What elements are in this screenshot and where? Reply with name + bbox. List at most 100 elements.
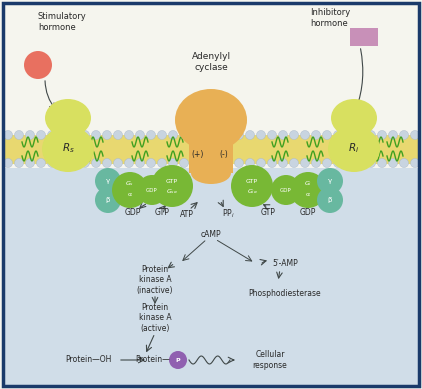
Text: α: α (128, 191, 132, 196)
Circle shape (103, 158, 111, 168)
Text: (-): (-) (219, 149, 228, 158)
Ellipse shape (45, 99, 91, 137)
Circle shape (378, 130, 387, 140)
Circle shape (300, 130, 309, 140)
Circle shape (103, 130, 111, 140)
Text: γ: γ (328, 178, 332, 184)
Circle shape (3, 130, 13, 140)
Circle shape (59, 158, 68, 168)
Text: β: β (328, 197, 332, 203)
Ellipse shape (331, 99, 377, 137)
Circle shape (289, 158, 298, 168)
Text: PP$_i$: PP$_i$ (222, 208, 234, 220)
Circle shape (48, 158, 57, 168)
Circle shape (92, 130, 100, 140)
Circle shape (146, 158, 155, 168)
Circle shape (190, 130, 200, 140)
Text: GTP: GTP (260, 207, 276, 217)
Circle shape (95, 187, 121, 213)
Ellipse shape (328, 126, 380, 172)
Circle shape (179, 130, 189, 140)
Circle shape (179, 158, 189, 168)
Circle shape (366, 130, 376, 140)
Text: P: P (176, 357, 180, 363)
Circle shape (344, 158, 354, 168)
Circle shape (333, 158, 343, 168)
Circle shape (146, 130, 155, 140)
Text: Protein—: Protein— (135, 356, 170, 364)
Text: GTP: GTP (166, 179, 178, 184)
Text: (+): (+) (192, 149, 204, 158)
Circle shape (112, 172, 148, 208)
Circle shape (317, 187, 343, 213)
Text: Cellular
response: Cellular response (253, 350, 287, 370)
Circle shape (279, 158, 287, 168)
Text: Stimulatory
hormone: Stimulatory hormone (38, 12, 87, 32)
Bar (3, 135, 419, 163)
Circle shape (268, 158, 276, 168)
Circle shape (190, 158, 200, 168)
Circle shape (201, 158, 211, 168)
Text: Phosphodiesterase: Phosphodiesterase (249, 289, 321, 298)
Circle shape (344, 130, 354, 140)
Circle shape (70, 158, 78, 168)
Circle shape (322, 130, 332, 140)
Circle shape (135, 130, 144, 140)
Circle shape (411, 130, 419, 140)
Circle shape (268, 130, 276, 140)
Bar (189, 135, 233, 173)
Circle shape (124, 130, 133, 140)
Text: $R_i$: $R_i$ (349, 141, 360, 155)
Circle shape (389, 158, 398, 168)
Circle shape (168, 158, 178, 168)
Ellipse shape (42, 126, 94, 172)
Circle shape (311, 130, 320, 140)
Circle shape (333, 130, 343, 140)
Text: $R_s$: $R_s$ (62, 141, 74, 155)
Text: Protein
kinase A
(active): Protein kinase A (active) (139, 303, 171, 333)
Circle shape (81, 130, 89, 140)
Circle shape (213, 130, 222, 140)
Circle shape (231, 165, 273, 207)
Circle shape (311, 158, 320, 168)
Circle shape (224, 158, 233, 168)
Text: β: β (106, 197, 110, 203)
Circle shape (279, 130, 287, 140)
Text: ATP: ATP (180, 210, 194, 219)
Circle shape (157, 158, 167, 168)
Circle shape (135, 158, 144, 168)
Circle shape (246, 158, 254, 168)
Circle shape (400, 158, 408, 168)
Circle shape (300, 158, 309, 168)
Text: Adenylyl
cyclase: Adenylyl cyclase (192, 52, 230, 72)
Circle shape (389, 130, 398, 140)
Circle shape (355, 130, 365, 140)
Circle shape (290, 172, 326, 208)
Circle shape (81, 158, 89, 168)
Text: GTP: GTP (246, 179, 258, 184)
Circle shape (378, 158, 387, 168)
Circle shape (271, 175, 301, 205)
Circle shape (168, 130, 178, 140)
Circle shape (257, 158, 265, 168)
Circle shape (400, 130, 408, 140)
Text: Inhibitory
hormone: Inhibitory hormone (310, 8, 350, 28)
Text: GDP: GDP (300, 207, 316, 217)
Circle shape (70, 130, 78, 140)
Text: cAMP: cAMP (201, 230, 221, 238)
Circle shape (151, 165, 193, 207)
Circle shape (235, 158, 243, 168)
Text: α: α (306, 191, 310, 196)
Text: Protein
kinase A
(inactive): Protein kinase A (inactive) (137, 265, 173, 295)
Circle shape (224, 130, 233, 140)
Text: $G_i$: $G_i$ (304, 180, 312, 188)
Circle shape (124, 158, 133, 168)
Circle shape (137, 175, 167, 205)
Circle shape (317, 168, 343, 194)
Circle shape (36, 158, 46, 168)
Circle shape (366, 158, 376, 168)
Text: $G_s$: $G_s$ (125, 180, 135, 188)
Text: GTP: GTP (154, 207, 170, 217)
Bar (350, 28, 378, 46)
Circle shape (25, 158, 35, 168)
